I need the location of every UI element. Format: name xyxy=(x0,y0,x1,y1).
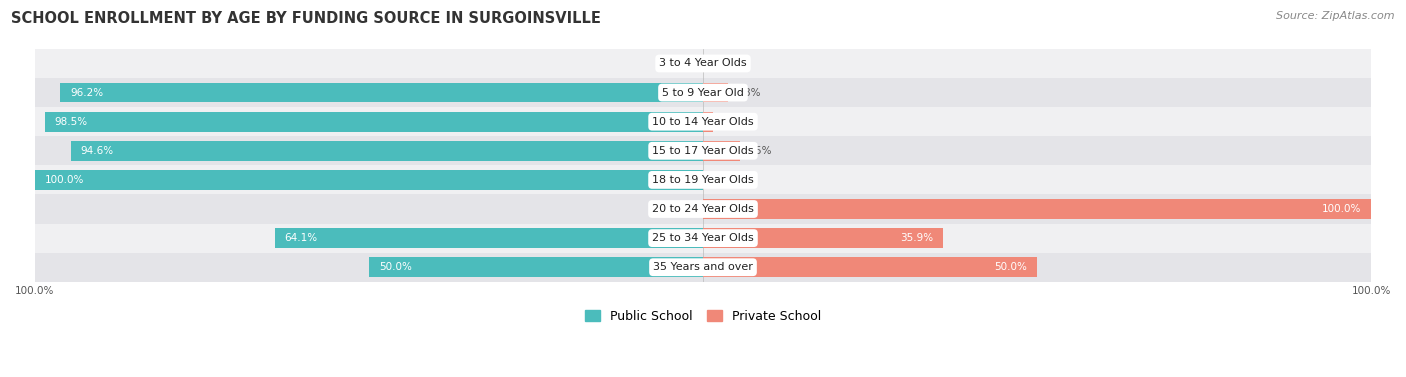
Bar xyxy=(70,141,703,161)
Legend: Public School, Private School: Public School, Private School xyxy=(581,306,825,327)
Text: Source: ZipAtlas.com: Source: ZipAtlas.com xyxy=(1277,11,1395,21)
Text: 1.5%: 1.5% xyxy=(718,117,745,127)
Text: 98.5%: 98.5% xyxy=(55,117,87,127)
Bar xyxy=(703,199,1371,219)
Bar xyxy=(703,83,728,103)
Bar xyxy=(274,228,703,248)
Text: 35 Years and over: 35 Years and over xyxy=(652,262,754,272)
Text: 50.0%: 50.0% xyxy=(378,262,412,272)
Bar xyxy=(703,257,1038,277)
Text: 50.0%: 50.0% xyxy=(994,262,1028,272)
Text: 0.0%: 0.0% xyxy=(713,175,740,185)
Bar xyxy=(35,78,1371,107)
Bar xyxy=(35,195,1371,224)
Bar xyxy=(60,83,703,103)
Text: 20 to 24 Year Olds: 20 to 24 Year Olds xyxy=(652,204,754,214)
Bar xyxy=(35,170,703,190)
Bar xyxy=(35,166,1371,195)
Text: 5 to 9 Year Old: 5 to 9 Year Old xyxy=(662,87,744,98)
Text: 64.1%: 64.1% xyxy=(284,233,318,243)
Text: 3 to 4 Year Olds: 3 to 4 Year Olds xyxy=(659,58,747,69)
Text: 0.0%: 0.0% xyxy=(666,58,693,69)
Text: 100.0%: 100.0% xyxy=(1322,204,1361,214)
Text: 25 to 34 Year Olds: 25 to 34 Year Olds xyxy=(652,233,754,243)
Bar xyxy=(35,49,1371,78)
Text: 3.8%: 3.8% xyxy=(734,87,761,98)
Text: 0.0%: 0.0% xyxy=(713,58,740,69)
Bar xyxy=(35,253,1371,282)
Bar xyxy=(35,224,1371,253)
Bar xyxy=(35,136,1371,166)
Text: 10 to 14 Year Olds: 10 to 14 Year Olds xyxy=(652,117,754,127)
Text: 35.9%: 35.9% xyxy=(900,233,934,243)
Bar xyxy=(703,112,713,132)
Bar xyxy=(368,257,703,277)
Text: 94.6%: 94.6% xyxy=(80,146,114,156)
Bar xyxy=(45,112,703,132)
Text: 100.0%: 100.0% xyxy=(45,175,84,185)
Text: 15 to 17 Year Olds: 15 to 17 Year Olds xyxy=(652,146,754,156)
Bar xyxy=(703,228,943,248)
Text: 96.2%: 96.2% xyxy=(70,87,103,98)
Text: SCHOOL ENROLLMENT BY AGE BY FUNDING SOURCE IN SURGOINSVILLE: SCHOOL ENROLLMENT BY AGE BY FUNDING SOUR… xyxy=(11,11,602,26)
Bar xyxy=(35,107,1371,136)
Bar xyxy=(703,141,740,161)
Text: 5.5%: 5.5% xyxy=(745,146,772,156)
Text: 0.0%: 0.0% xyxy=(666,204,693,214)
Text: 18 to 19 Year Olds: 18 to 19 Year Olds xyxy=(652,175,754,185)
